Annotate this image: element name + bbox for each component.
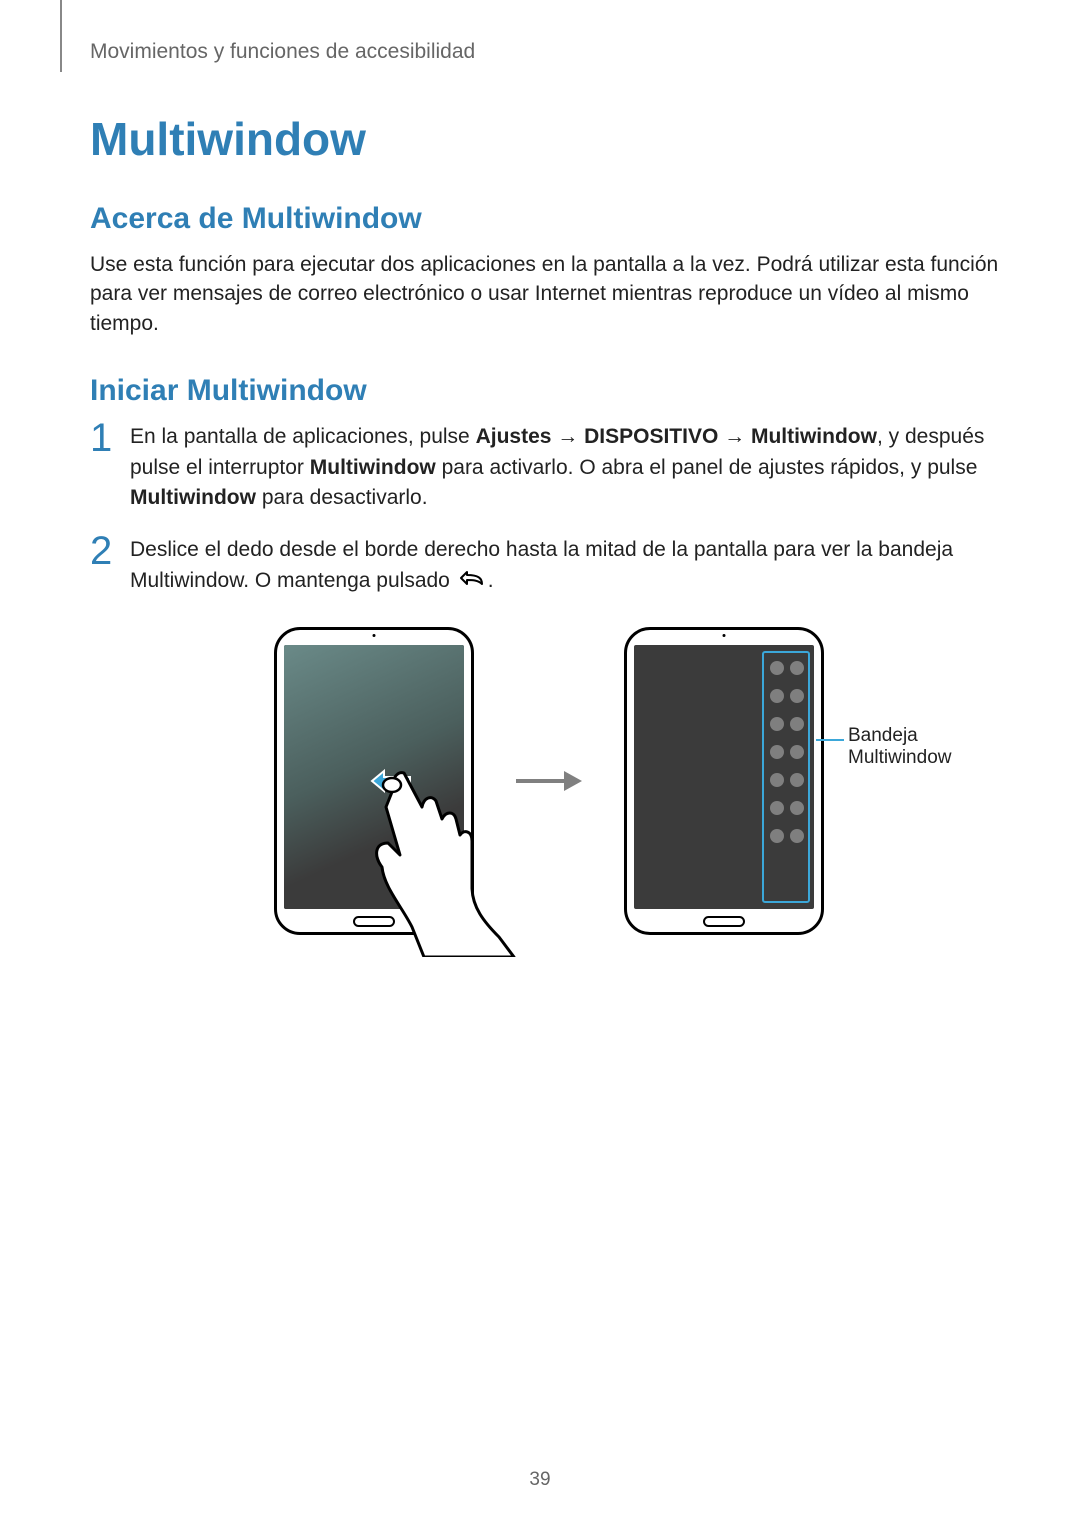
- bold-multiwindow-switch: Multiwindow: [310, 456, 436, 479]
- phone-right: Bandeja Multiwindow: [624, 627, 824, 935]
- tray-app-icon: [790, 689, 804, 703]
- step-number: 1: [90, 418, 130, 458]
- bold-ajustes: Ajustes: [476, 425, 552, 448]
- text-run: .: [488, 569, 494, 592]
- document-page: Movimientos y funciones de accesibilidad…: [0, 0, 1080, 975]
- page-title: Multiwindow: [90, 112, 1008, 166]
- section-about-heading: Acerca de Multiwindow: [90, 202, 1008, 236]
- tray-app-icon: [790, 745, 804, 759]
- text-run: para desactivarlo.: [256, 486, 428, 509]
- tray-app-icon: [790, 829, 804, 843]
- multiwindow-tray: [762, 651, 810, 903]
- tray-app-icon: [770, 745, 784, 759]
- text-run: Deslice el dedo desde el borde derecho h…: [130, 538, 953, 591]
- tray-app-icon: [790, 801, 804, 815]
- tray-app-icon: [770, 689, 784, 703]
- phone-screen: [634, 645, 814, 909]
- tray-app-icon: [790, 717, 804, 731]
- step-2: 2 Deslice el dedo desde el borde derecho…: [90, 535, 1008, 596]
- text-run: para activarlo. O abra el panel de ajust…: [436, 456, 978, 479]
- phone-speaker: [723, 634, 726, 637]
- tray-app-icon: [790, 773, 804, 787]
- figure: Bandeja Multiwindow: [90, 627, 1008, 935]
- tray-app-icon: [770, 717, 784, 731]
- tray-app-icon: [770, 773, 784, 787]
- phone-home-button: [353, 916, 395, 927]
- tray-app-icon: [770, 661, 784, 675]
- callout-label: Bandeja Multiwindow: [848, 725, 988, 771]
- tray-app-icon: [790, 661, 804, 675]
- arrow-right-icon: [514, 769, 584, 793]
- callout-line: [816, 739, 844, 741]
- tray-app-icon: [770, 829, 784, 843]
- arrow-text: →: [551, 425, 584, 448]
- callout-text-2: Multiwindow: [848, 747, 951, 768]
- step-text: Deslice el dedo desde el borde derecho h…: [130, 535, 1008, 596]
- arrow-text: →: [718, 425, 751, 448]
- section-about-body: Use esta función para ejecutar dos aplic…: [90, 250, 1008, 338]
- back-icon: [458, 566, 486, 596]
- phone-speaker: [373, 634, 376, 637]
- swipe-arrow-icon: [370, 767, 414, 800]
- section-start-heading: Iniciar Multiwindow: [90, 374, 1008, 408]
- breadcrumb: Movimientos y funciones de accesibilidad: [90, 40, 1008, 64]
- callout-text-1: Bandeja: [848, 725, 918, 746]
- text-run: En la pantalla de aplicaciones, pulse: [130, 425, 476, 448]
- bold-multiwindow: Multiwindow: [751, 425, 877, 448]
- tray-app-icon: [770, 801, 784, 815]
- phone-left: [274, 627, 474, 935]
- margin-rule: [60, 0, 62, 72]
- bold-multiwindow-quick: Multiwindow: [130, 486, 256, 509]
- step-number: 2: [90, 531, 130, 571]
- step-text: En la pantalla de aplicaciones, pulse Aj…: [130, 422, 1008, 513]
- steps-list: 1 En la pantalla de aplicaciones, pulse …: [90, 422, 1008, 596]
- bold-dispositivo: DISPOSITIVO: [584, 425, 718, 448]
- page-number: 39: [529, 1469, 550, 1491]
- phone-home-button: [703, 916, 745, 927]
- step-1: 1 En la pantalla de aplicaciones, pulse …: [90, 422, 1008, 513]
